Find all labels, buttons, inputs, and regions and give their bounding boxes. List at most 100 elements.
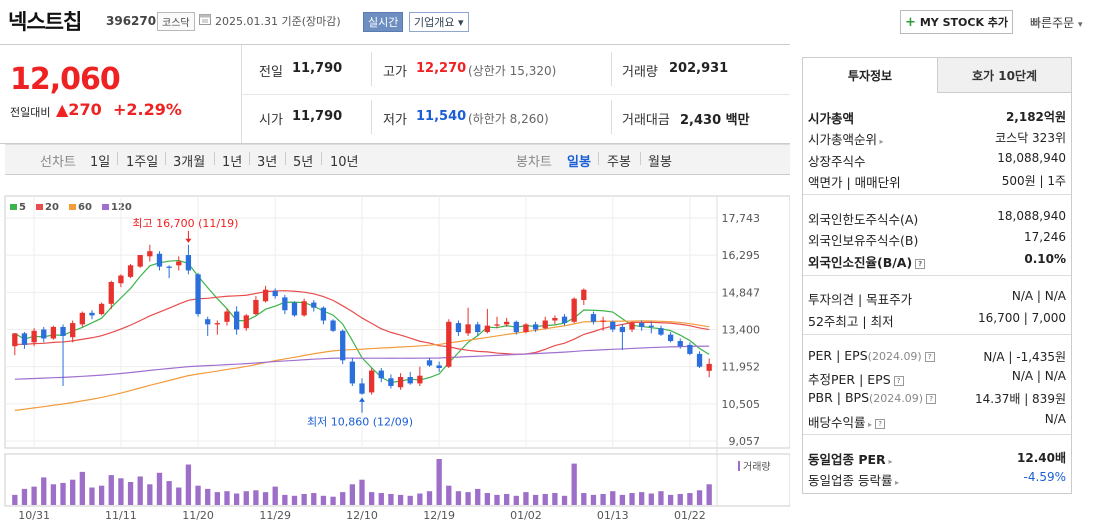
candle-body xyxy=(291,302,298,316)
period-monthly[interactable]: 월봉 xyxy=(648,155,672,170)
info-value: 코스닥 323위 xyxy=(995,131,1066,145)
volume-bar xyxy=(494,494,500,505)
candle-body xyxy=(60,326,66,336)
change-amount: ▲270 xyxy=(56,100,102,119)
moving-average-line xyxy=(14,345,710,380)
legend-swatch xyxy=(69,204,76,210)
legend-swatch xyxy=(10,204,17,210)
volume-bar xyxy=(610,491,616,505)
volume-bar xyxy=(166,481,172,505)
period-weekly[interactable]: 주봉 xyxy=(607,155,631,170)
legend-label: 60 xyxy=(78,202,92,213)
x-tick-label: 12/10 xyxy=(346,509,378,522)
candle-body xyxy=(118,275,124,284)
volume-bar xyxy=(532,494,539,505)
candle-body xyxy=(359,383,365,394)
volume-bar xyxy=(282,494,288,505)
quick-order-button[interactable]: 빠른주문 ▾ xyxy=(1030,14,1083,31)
volume-bar xyxy=(21,488,28,505)
y-tick-label: 10,505 xyxy=(722,398,761,411)
volume-bar xyxy=(291,495,298,505)
candle-body xyxy=(561,316,568,324)
info-value: 12.40배 xyxy=(1017,451,1066,465)
quick-order-label: 빠른주문 xyxy=(1030,16,1075,30)
triangle-icon[interactable]: ▸ xyxy=(885,457,893,466)
volume-bar xyxy=(70,479,76,505)
info-row: 외국인한도주식수(A) 18,088,940 xyxy=(808,209,1066,228)
x-tick-label: 12/19 xyxy=(423,509,455,522)
legend-label: 120 xyxy=(111,202,132,213)
period-3m[interactable]: 3개월 xyxy=(173,155,206,170)
info-value: 17,246 xyxy=(1024,230,1066,244)
period-daily[interactable]: 일봉 xyxy=(567,155,591,170)
candle-body xyxy=(600,320,606,322)
volume-bar xyxy=(205,488,211,505)
help-icon[interactable]: ? xyxy=(893,375,904,386)
tab-order-book[interactable]: 호가 10단계 xyxy=(937,57,1072,93)
volume-bar xyxy=(156,472,163,505)
candle-body xyxy=(648,325,654,327)
info-row: 액면가 | 매매단위 500원 | 1주 xyxy=(808,172,1066,191)
candle-body xyxy=(98,303,105,315)
divider xyxy=(611,52,612,86)
triangle-icon[interactable]: ▸ xyxy=(892,478,900,487)
volume-value: 202,931 xyxy=(669,61,729,76)
period-10y[interactable]: 10년 xyxy=(330,155,359,170)
period-1w[interactable]: 1주일 xyxy=(126,155,159,170)
add-my-stock-button[interactable]: + MY STOCK 추가 xyxy=(900,10,1013,34)
info-label: 외국인소진율(B/A)? xyxy=(808,252,926,271)
company-overview-select[interactable]: 기업개요 ▾ xyxy=(409,12,469,32)
candle-body xyxy=(214,323,220,325)
divider xyxy=(803,434,1071,435)
volume-bar xyxy=(590,494,597,505)
candle-body xyxy=(619,326,626,333)
upper-limit: (상한가 15,320) xyxy=(468,64,557,78)
volume-bar xyxy=(176,487,182,505)
realtime-button[interactable]: 실시간 xyxy=(363,12,404,32)
info-label: 52주최고 | 최저 xyxy=(808,314,894,329)
info-row: 배당수익률 ▸? N/A xyxy=(808,412,1066,431)
info-label: 시가총액순위 ▸ xyxy=(808,132,884,147)
period-3y[interactable]: 3년 xyxy=(257,155,278,170)
market-badge: 코스닥 xyxy=(157,12,195,31)
candle-body xyxy=(31,330,37,343)
y-tick-label: 14,847 xyxy=(722,286,761,299)
triangle-icon[interactable]: ▸ xyxy=(865,420,873,429)
low-value: 11,540 xyxy=(416,109,467,124)
volume-bar xyxy=(359,479,365,505)
candle-body xyxy=(185,255,192,271)
candle-body xyxy=(301,301,307,316)
help-icon[interactable]: ? xyxy=(915,258,926,269)
chart-grid: 17,743 16,295 14,847 13,400 11,952 10,505 9,05… xyxy=(4,195,790,507)
info-label: 배당수익률 ▸? xyxy=(808,412,886,431)
help-icon[interactable]: ? xyxy=(875,418,886,429)
candle-body xyxy=(426,360,433,366)
triangle-icon[interactable]: ▸ xyxy=(877,137,884,146)
volume-bar xyxy=(89,487,95,505)
candlestick-chart[interactable]: 5 20 60 120 17,74316,29514,84713,40011,9521… xyxy=(0,176,790,527)
help-icon[interactable]: ? xyxy=(924,351,935,362)
x-tick-label: 11/20 xyxy=(182,509,214,522)
tab-investment-info[interactable]: 투자정보 xyxy=(802,57,938,93)
candle-body xyxy=(89,312,95,316)
current-price: 12,060 xyxy=(10,62,121,97)
volume-bar xyxy=(542,493,548,505)
help-icon[interactable]: ? xyxy=(926,393,937,404)
volume-bar xyxy=(667,494,674,505)
period-1d[interactable]: 1일 xyxy=(90,155,111,170)
volume-bar xyxy=(407,495,413,505)
high-label: 고가 xyxy=(383,65,407,80)
volume-bar xyxy=(108,475,114,505)
candle-body xyxy=(397,376,404,388)
period-5y[interactable]: 5년 xyxy=(293,155,314,170)
volume-bars: 거래량 xyxy=(12,459,771,505)
trade-amount-label: 거래대금 xyxy=(622,113,670,128)
volume-bar xyxy=(378,493,384,505)
candle-body xyxy=(233,311,240,330)
volume-bar xyxy=(523,492,529,505)
volume-bar xyxy=(397,494,404,505)
info-label: 상장주식수 xyxy=(808,154,866,169)
candle-body xyxy=(311,302,317,308)
info-row: 동일업종 등락률 ▸ -4.59% xyxy=(808,470,1066,489)
period-1y[interactable]: 1년 xyxy=(222,155,243,170)
